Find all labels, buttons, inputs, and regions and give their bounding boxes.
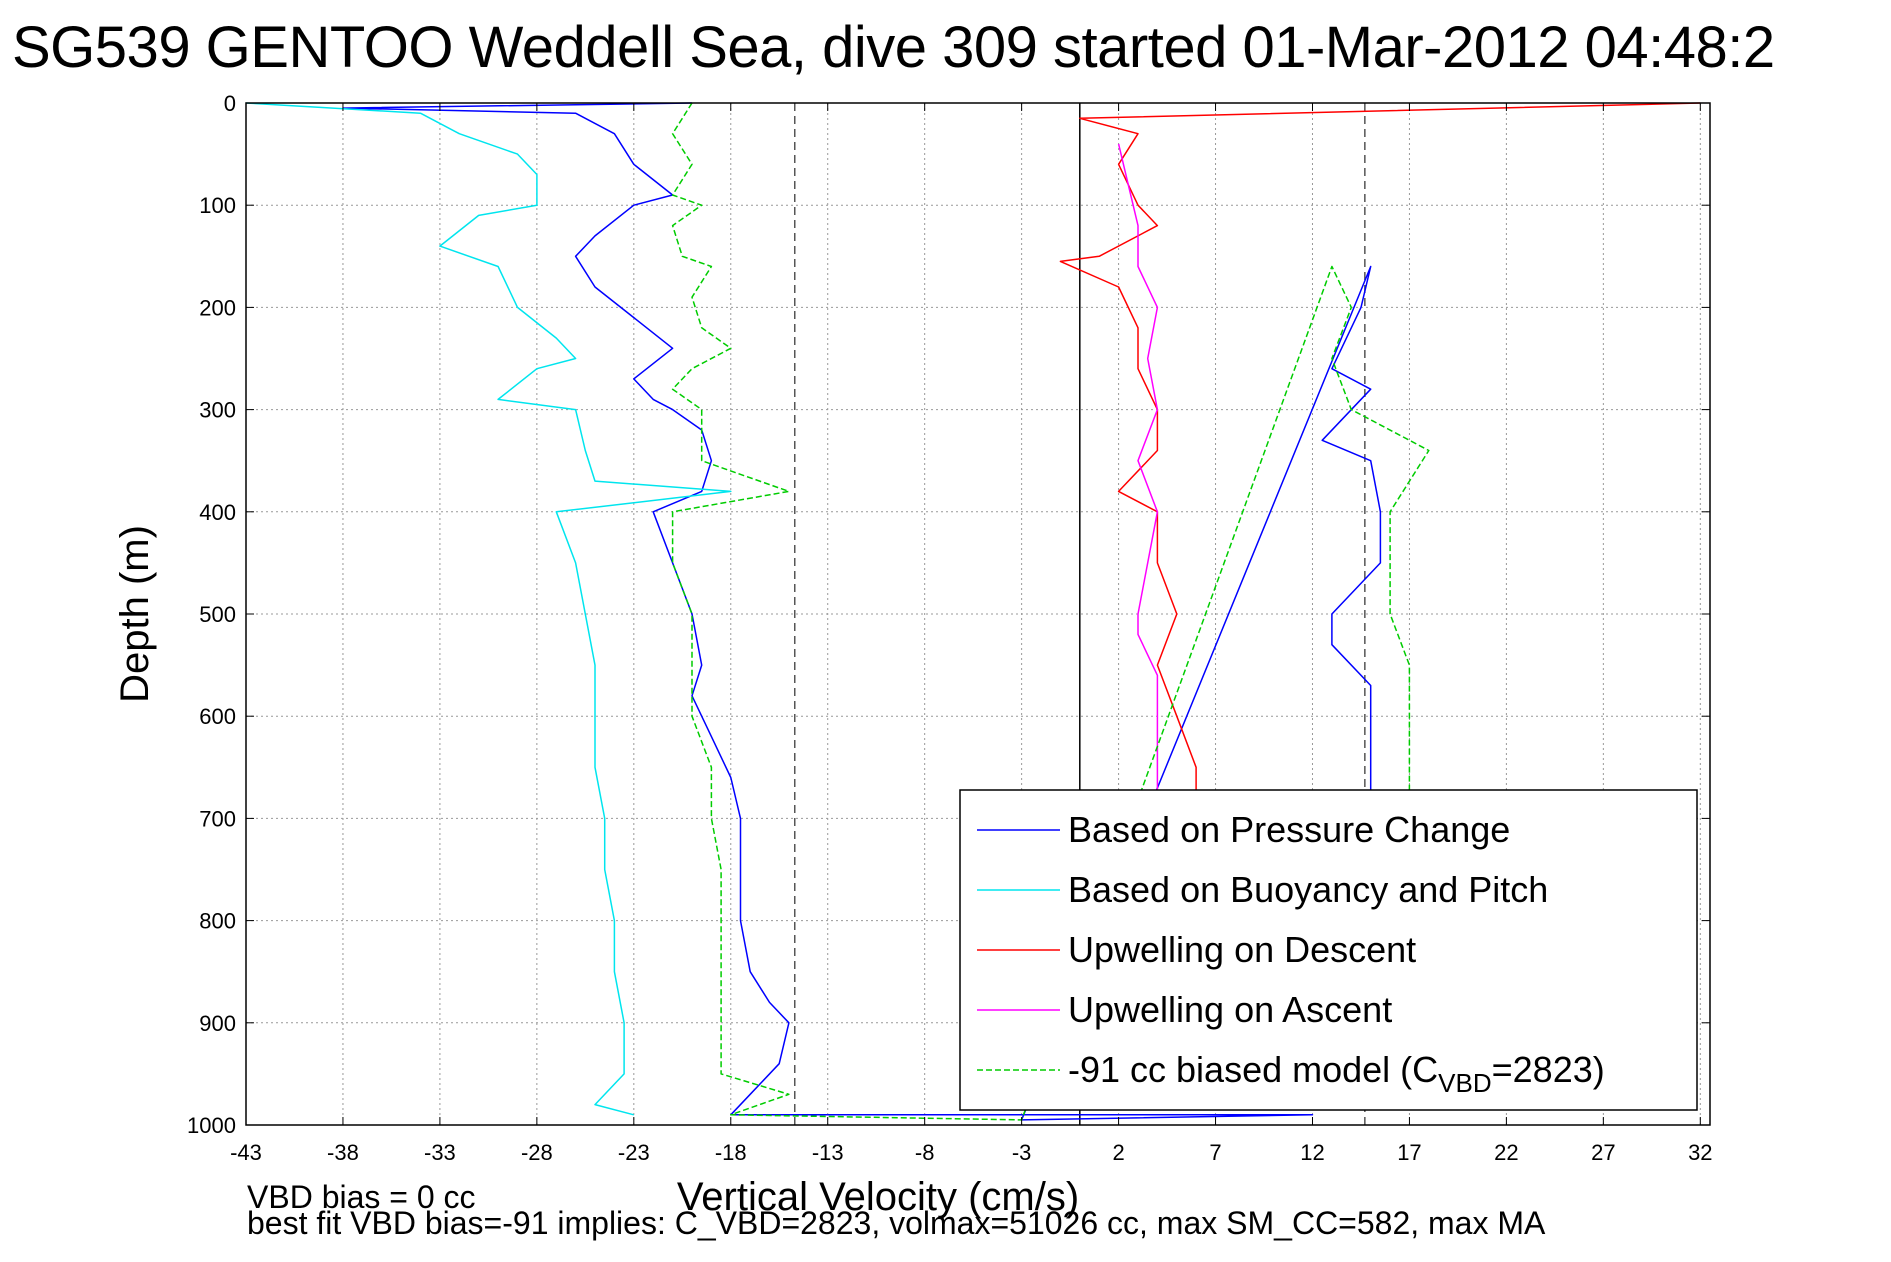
series-line (342, 102, 1382, 1121)
legend-label: Based on Pressure Change (1068, 809, 1510, 850)
legend-label: Based on Buoyancy and Pitch (1068, 869, 1548, 910)
legend-box (959, 789, 1698, 1111)
x-tick-label: 7 (1209, 1140, 1221, 1165)
x-tick-label: 32 (1688, 1140, 1712, 1165)
y-tick-label: 400 (199, 500, 236, 525)
legend-label: Upwelling on Ascent (1068, 989, 1392, 1030)
y-tick-label: 800 (199, 909, 236, 934)
legend-label-text: Based on Pressure Change (1068, 809, 1510, 850)
x-tick-label: -23 (618, 1140, 650, 1165)
y-axis-ticks: 0 100 200 300 400 500 600 700 800 900 1000 (187, 91, 1710, 1138)
x-tick-label: -43 (230, 1140, 262, 1165)
x-tick-label: -13 (812, 1140, 844, 1165)
y-tick-label: 500 (199, 602, 236, 627)
y-tick-label: 900 (199, 1011, 236, 1036)
y-tick-label: 1000 (187, 1113, 236, 1138)
x-tick-label: 22 (1494, 1140, 1518, 1165)
chart-title: SG539 GENTOO Weddell Sea, dive 309 start… (12, 15, 1775, 80)
series-line (1117, 143, 1159, 798)
x-tick-label: 17 (1397, 1140, 1421, 1165)
series-line (1059, 102, 1701, 798)
y-tick-label: 300 (199, 398, 236, 423)
legend-label-text: -91 cc biased model (C (1068, 1049, 1438, 1090)
series-line (671, 102, 1430, 1121)
legend-label-subscript: VBD (1438, 1068, 1491, 1098)
y-axis-label: Depth (m) (113, 525, 157, 703)
x-tick-label: -38 (327, 1140, 359, 1165)
y-tick-label: 100 (199, 193, 236, 218)
legend-label-text: Upwelling on Descent (1068, 929, 1416, 970)
legend-label: -91 cc biased model (CVBD=2823) (1068, 1049, 1605, 1098)
data-series (245, 102, 1701, 1121)
x-tick-label: 12 (1300, 1140, 1324, 1165)
x-tick-label: -8 (915, 1140, 935, 1165)
y-tick-label: 0 (224, 91, 236, 116)
x-tick-label: 27 (1591, 1140, 1615, 1165)
x-tick-label: -18 (715, 1140, 747, 1165)
x-tick-label: -3 (1012, 1140, 1032, 1165)
footer-line-1: VBD bias = 0 cc (247, 1179, 476, 1215)
x-axis-label: Vertical Velocity (cm/s) (677, 1175, 1079, 1219)
legend-label: Upwelling on Descent (1068, 929, 1416, 970)
legend-label-tail: =2823) (1492, 1049, 1605, 1090)
legend-label-text: Based on Buoyancy and Pitch (1068, 869, 1548, 910)
x-tick-label: -28 (521, 1140, 553, 1165)
legend: Based on Pressure Change Based on Buoyanc… (959, 789, 1698, 1111)
y-tick-label: 600 (199, 704, 236, 729)
x-axis-ticks: -43 -38 -33 -28 -23 -18 -13 -8 -3 2 7 12 17 22 27 32 (230, 103, 1713, 1165)
y-tick-label: 200 (199, 295, 236, 320)
y-tick-label: 700 (199, 806, 236, 831)
x-tick-label: -33 (424, 1140, 456, 1165)
x-tick-label: 2 (1112, 1140, 1124, 1165)
legend-label-text: Upwelling on Ascent (1068, 989, 1392, 1030)
footer-line-2: best fit VBD bias=-91 implies: C_VBD=282… (247, 1205, 1546, 1241)
series-line (245, 102, 732, 1116)
